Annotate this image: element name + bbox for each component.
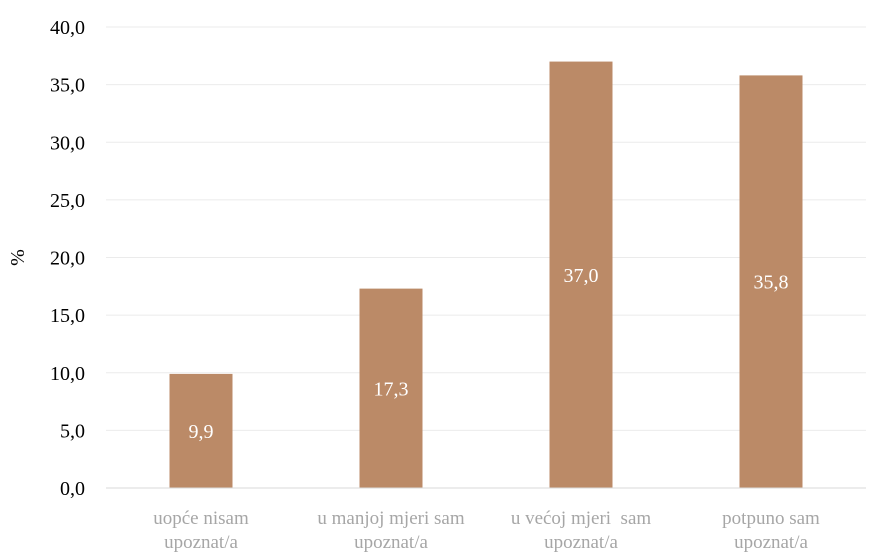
y-tick-label: 30,0: [50, 132, 85, 154]
category-labels: uopće nisam upoznat/a u manjoj mjeri sam up…: [153, 508, 820, 553]
category-label: upoznat/a: [544, 532, 618, 553]
data-label: 9,9: [189, 421, 214, 443]
data-labels: 9,9 17,3 37,0 35,8: [189, 265, 789, 443]
category-label: uopće nisam: [153, 508, 249, 529]
gridlines: [106, 26, 866, 431]
data-label: 37,0: [564, 265, 599, 287]
y-tick-labels: 0,0 5,0 10,0 15,0 20,0 25,0 30,0 35,0 40,0: [50, 17, 85, 500]
bars: [169, 61, 803, 488]
bar: [549, 61, 613, 488]
y-axis-title: %: [7, 249, 29, 266]
data-label: 17,3: [374, 378, 409, 400]
category-label: upoznat/a: [164, 532, 238, 553]
category-label: u manjoj mjeri sam: [317, 508, 464, 529]
category-label: upoznat/a: [734, 532, 808, 553]
y-tick-label: 10,0: [50, 363, 85, 385]
category-label: u većoj mjeri sam: [511, 508, 652, 529]
y-tick-label: 40,0: [50, 17, 85, 39]
data-label: 35,8: [754, 272, 789, 294]
bar: [739, 75, 803, 488]
y-tick-label: 25,0: [50, 190, 85, 212]
y-tick-label: 20,0: [50, 248, 85, 270]
bar: [359, 288, 423, 488]
bar: [169, 373, 233, 488]
category-label: potpuno sam: [722, 508, 820, 529]
y-tick-label: 5,0: [60, 420, 85, 442]
y-tick-label: 35,0: [50, 75, 85, 97]
category-label: upoznat/a: [354, 532, 428, 553]
y-tick-label: 15,0: [50, 305, 85, 327]
y-tick-label: 0,0: [60, 478, 85, 500]
